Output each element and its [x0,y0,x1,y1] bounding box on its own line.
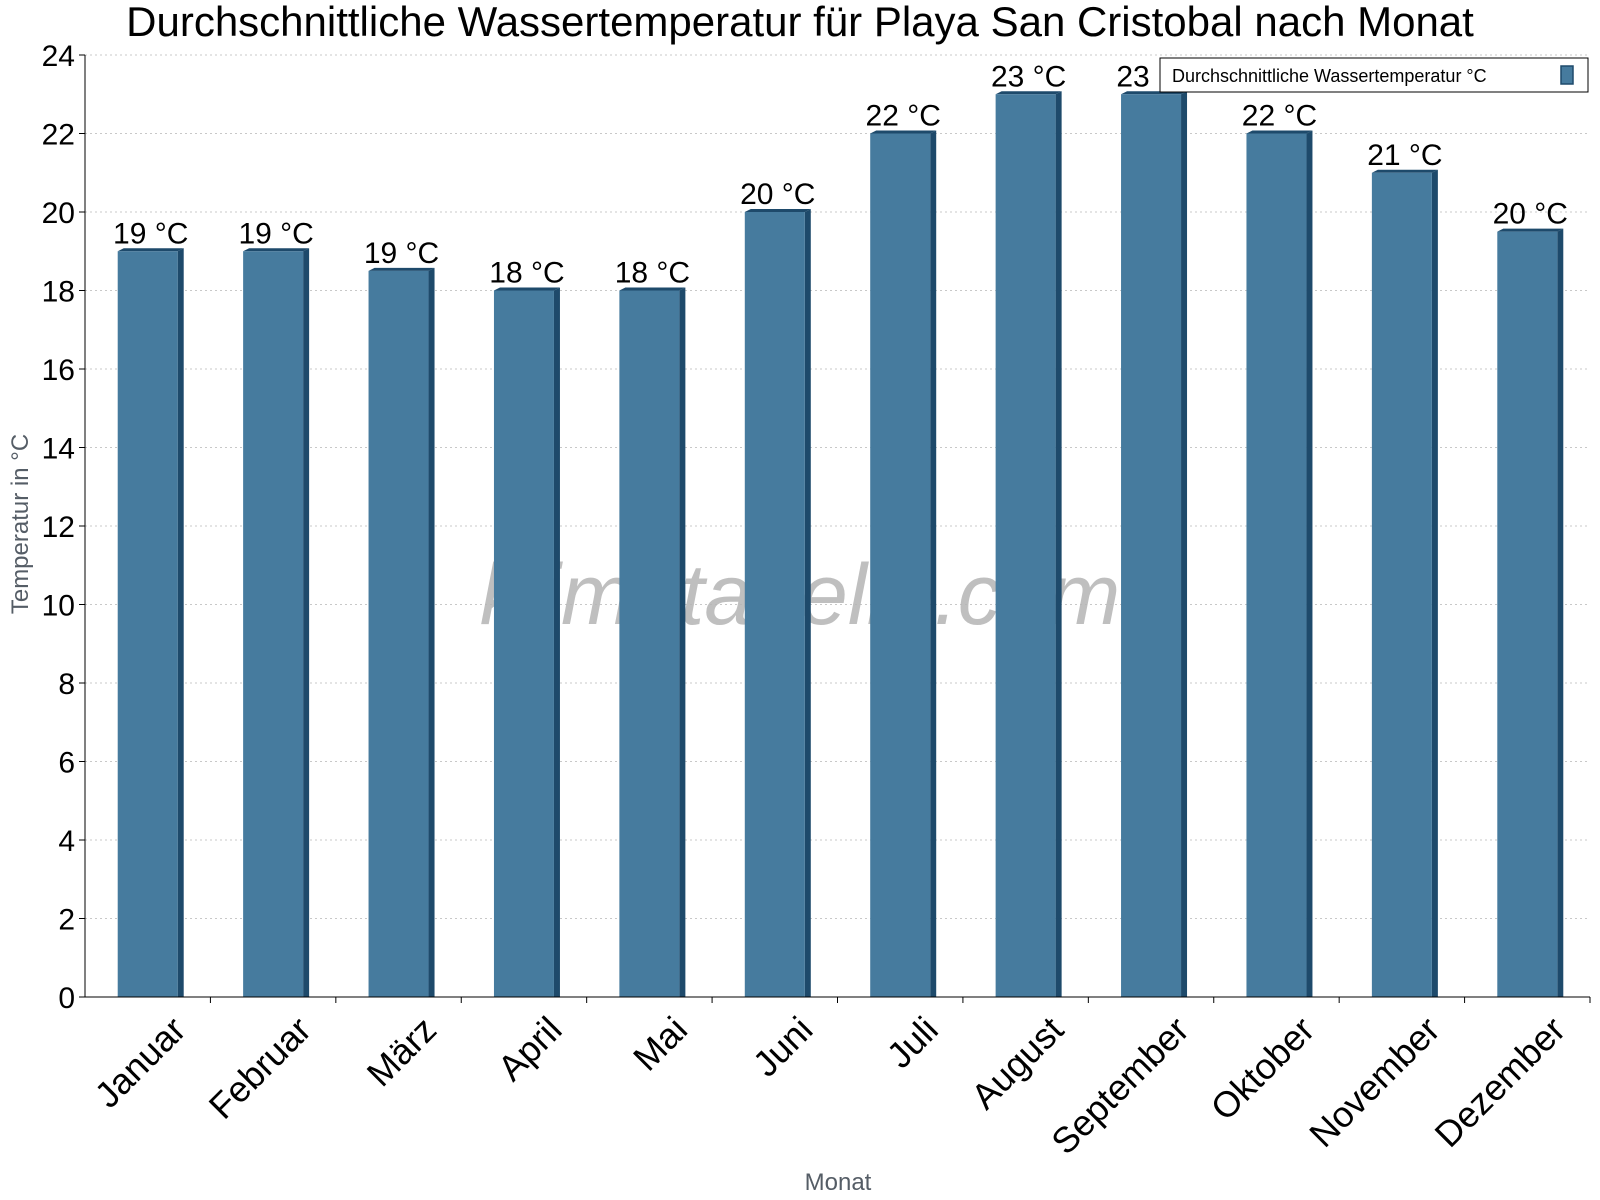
bar-front [493,290,554,997]
x-tick-label: Juli [879,1009,946,1076]
legend-box [1159,57,1589,93]
bar [117,248,184,997]
bar [493,287,560,997]
bar [619,287,686,997]
bar-front [995,94,1056,997]
data-label: 18 °C [615,257,690,290]
gridlines [85,54,1590,919]
bar-side [1557,228,1564,997]
y-tick-label: 14 [42,433,75,466]
bar-top [995,91,1062,95]
bar [995,91,1062,997]
chart-title: Durchschnittliche Wassertemperatur für P… [126,0,1474,45]
bar-top [368,267,435,271]
data-label: 19 °C [364,237,439,270]
bar [1121,91,1188,997]
data-label: 22 °C [1242,100,1317,133]
bar-side [1181,91,1188,997]
x-tick-label: März [359,1009,445,1095]
bar [870,130,937,997]
bar-top [744,209,811,212]
bar-side [679,287,686,997]
bar-front [368,270,429,997]
y-tick-label: 12 [42,511,75,544]
data-label: 23 °C [991,60,1066,93]
legend: Durchschnittliche Wassertemperatur °C [1159,57,1589,93]
data-label: 19 °C [113,217,188,250]
bar-side [804,209,811,997]
bar-top [1371,169,1438,173]
y-tick-label: 20 [42,197,75,230]
data-label: 18 °C [489,257,564,290]
x-tick-label: November [1301,1009,1447,1155]
bar-top [243,248,310,252]
bar-front [870,133,931,997]
y-tick-label: 6 [58,747,75,780]
bar-front [1497,231,1558,997]
x-tick-label: September [1043,1009,1197,1163]
bar-front [117,251,178,997]
bar-front [744,212,805,997]
y-tick-label: 18 [42,276,75,309]
bar-side [1306,130,1313,997]
y-tick-label: 16 [42,354,75,387]
data-label: 22 °C [866,100,941,133]
bar-front [1121,94,1182,997]
bar-side [303,248,310,997]
y-tick-label: 8 [58,668,75,701]
data-label: 21 °C [1367,139,1442,172]
x-tick-label: August [963,1009,1071,1117]
x-axis-ticks: Januar Februar März April Mai Juni Juli AugustS… [87,997,1591,1163]
bar-side [930,130,937,997]
data-labels: 19 °C 19 °C 19 °C 18 °C 18 °C 20 °C 22 °C 23 °C… [113,60,1568,289]
bar-top [1497,228,1564,232]
bar-front [243,251,304,997]
y-tick-label: 2 [58,904,75,937]
bar-top [619,287,686,291]
bar-side [1055,91,1062,997]
y-tick-label: 10 [42,590,75,623]
bar [1246,130,1313,997]
bar [368,267,435,997]
bars [117,91,1564,997]
x-tick-label: Oktober [1203,1009,1323,1129]
data-label: 20 °C [1493,198,1568,231]
y-tick-label: 0 [58,982,75,1015]
x-tick-label: Mai [625,1009,695,1079]
x-tick-label: Februar [201,1009,319,1127]
x-tick-label: Juni [745,1009,821,1085]
bar [1497,228,1564,997]
y-tick-label: 4 [58,825,75,858]
x-tick-label: Januar [87,1009,194,1116]
bar-front [619,290,680,997]
legend-swatch [1560,65,1574,85]
bar-side [177,248,184,997]
x-tick-label: April [490,1009,570,1089]
bar [243,248,310,997]
x-axis-title: Monat [805,1169,872,1196]
bar-front [1246,133,1307,997]
bar-top [493,287,560,291]
bar-side [428,267,435,997]
legend-label: Durchschnittliche Wassertemperatur °C [1172,66,1487,86]
bar-top [870,130,937,134]
y-tick-label: 24 [42,40,75,73]
bar-top [117,248,184,252]
bar-side [553,287,560,997]
bar-front [1371,172,1432,997]
data-label: 19 °C [238,217,313,250]
y-axis-title: Temperatur in °C [7,434,34,614]
bar [1371,169,1438,997]
bar-top [1246,130,1313,134]
bar-side [1431,169,1438,997]
x-tick-label: Dezember [1427,1009,1573,1155]
bar [744,209,811,997]
y-tick-label: 22 [42,119,75,152]
data-label: 20 °C [740,178,815,211]
